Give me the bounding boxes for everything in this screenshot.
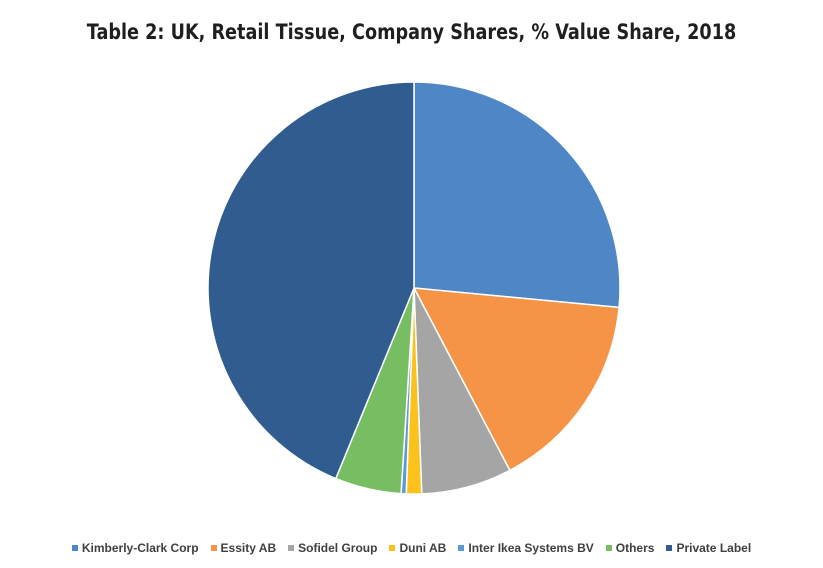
legend-item: Others (605, 541, 655, 555)
legend-label: Inter Ikea Systems BV (468, 541, 594, 555)
legend-item: Private Label (666, 541, 751, 555)
legend-swatch (288, 545, 295, 551)
legend-item: Sofidel Group (288, 541, 377, 555)
legend-label: Duni AB (399, 541, 447, 555)
legend-label: Essity AB (220, 541, 277, 555)
legend-item: Inter Ikea Systems BV (458, 541, 594, 555)
legend-swatch (389, 545, 396, 551)
pie-slice-kimberly-clark-corp (413, 81, 621, 309)
legend-label: Kimberly-Clark Corp (81, 541, 199, 555)
legend-swatch (458, 545, 465, 551)
pie-chart (207, 81, 621, 495)
legend-label: Sofidel Group (298, 541, 378, 555)
legend-swatch (71, 545, 78, 551)
chart-title: Table 2: UK, Retail Tissue, Company Shar… (86, 20, 737, 44)
legend-item: Essity AB (210, 541, 277, 555)
legend-label: Private Label (676, 541, 752, 555)
pie-slice-private-label (207, 81, 415, 480)
legend-item: Duni AB (389, 541, 446, 555)
legend-swatch (210, 545, 217, 551)
legend-label: Others (615, 541, 655, 555)
legend: Kimberly-Clark Corp Essity AB Sofidel Grou… (0, 541, 823, 555)
legend-item: Kimberly-Clark Corp (71, 541, 199, 555)
pie-slice-essity-ab (412, 287, 620, 472)
legend-swatch (605, 545, 612, 551)
legend-swatch (666, 545, 673, 551)
